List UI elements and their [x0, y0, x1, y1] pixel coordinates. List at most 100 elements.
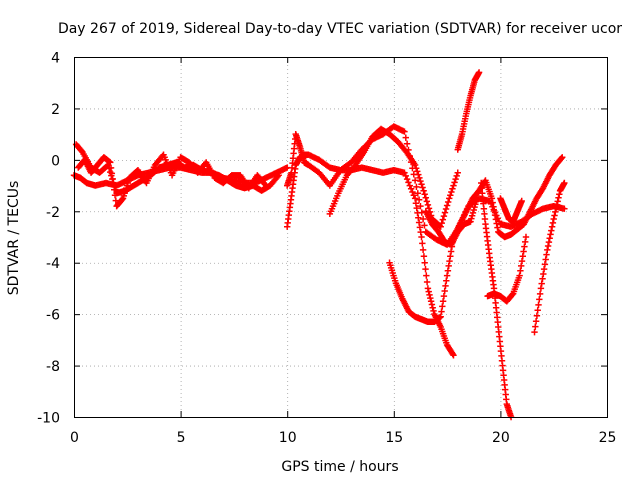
data-point — [439, 303, 446, 310]
x-axis-label: GPS time / hours — [281, 459, 398, 475]
data-point — [401, 128, 408, 135]
data-point — [423, 198, 431, 205]
data-point — [402, 172, 409, 180]
data-point — [453, 172, 460, 180]
data-point — [546, 235, 553, 242]
data-point — [443, 202, 451, 209]
data-point — [468, 212, 476, 219]
x-tick-label: 10 — [279, 430, 297, 446]
data-point — [450, 352, 457, 359]
series-s11 — [484, 233, 530, 305]
data-point — [412, 200, 420, 207]
data-point — [108, 170, 116, 177]
data-point — [448, 188, 455, 196]
x-tick-label: 25 — [599, 430, 617, 446]
data-point — [450, 182, 457, 189]
data-point — [413, 204, 420, 212]
data-point — [517, 262, 525, 270]
data-point — [418, 233, 425, 241]
data-point — [416, 174, 423, 182]
series-s13 — [497, 195, 525, 225]
data-point — [445, 262, 452, 270]
data-point — [454, 169, 461, 176]
data-point — [473, 195, 481, 202]
data-point — [438, 308, 445, 315]
data-point — [493, 220, 500, 227]
data-point — [420, 253, 428, 260]
data-point — [417, 202, 424, 210]
data-point — [423, 272, 430, 279]
data-point — [427, 294, 434, 302]
data-point — [533, 312, 541, 319]
data-point — [111, 192, 119, 199]
data-point — [472, 201, 479, 208]
data-point — [419, 184, 426, 191]
data-point — [420, 187, 427, 194]
data-point — [421, 259, 428, 266]
x-axis-ticks: 0 5 10 15 20 25 — [70, 57, 616, 446]
data-point — [545, 238, 553, 246]
data-point — [554, 198, 561, 205]
series-s6 — [326, 125, 461, 230]
data-point — [449, 350, 456, 358]
x-tick-label: 0 — [70, 430, 79, 446]
data-point — [556, 191, 563, 198]
series-s12 — [531, 179, 568, 336]
data-point — [519, 253, 526, 260]
data-point — [426, 291, 433, 299]
data-point — [403, 175, 411, 183]
data-point — [536, 296, 543, 303]
data-point — [446, 195, 453, 202]
data-point — [422, 194, 429, 201]
x-tick-label: 5 — [177, 430, 186, 446]
data-point — [444, 267, 452, 274]
data-point — [402, 134, 409, 141]
data-point — [414, 168, 421, 175]
data-point — [410, 192, 417, 199]
y-tick-label: -10 — [37, 411, 60, 427]
data-point — [468, 215, 475, 222]
data-point — [415, 196, 423, 203]
data-point — [439, 216, 447, 223]
data-point — [559, 154, 566, 161]
data-point — [531, 328, 538, 336]
data-point — [447, 248, 455, 255]
data-point — [491, 207, 498, 215]
data-point — [470, 206, 477, 214]
data-point — [537, 285, 545, 292]
data-point — [543, 251, 550, 258]
data-point — [415, 214, 422, 221]
data-point — [492, 216, 500, 223]
data-series — [70, 69, 568, 421]
data-point — [438, 219, 445, 227]
x-tick-label: 15 — [385, 430, 403, 446]
data-point — [409, 188, 416, 196]
data-point — [532, 318, 540, 325]
data-point — [406, 182, 413, 189]
plot-frame — [74, 57, 608, 418]
data-point — [550, 215, 557, 223]
data-point — [490, 203, 497, 210]
data-point — [516, 272, 523, 279]
data-point — [558, 155, 565, 162]
data-point — [469, 209, 477, 217]
data-point — [401, 169, 408, 176]
data-point — [421, 191, 428, 198]
y-tick-label: -6 — [46, 308, 60, 324]
data-point — [488, 195, 496, 202]
data-point — [415, 219, 423, 226]
data-point — [415, 171, 422, 178]
series-s5 — [284, 123, 568, 248]
data-point — [411, 195, 419, 202]
data-point — [111, 186, 118, 193]
data-point — [417, 177, 424, 185]
data-point — [452, 175, 459, 183]
series-s7 — [386, 154, 566, 326]
data-point — [471, 203, 478, 211]
y-tick-label: -2 — [46, 205, 60, 221]
data-point — [446, 257, 453, 265]
data-point — [447, 253, 454, 260]
data-point — [548, 227, 555, 234]
series-s4 — [284, 151, 457, 359]
data-point — [437, 223, 444, 230]
